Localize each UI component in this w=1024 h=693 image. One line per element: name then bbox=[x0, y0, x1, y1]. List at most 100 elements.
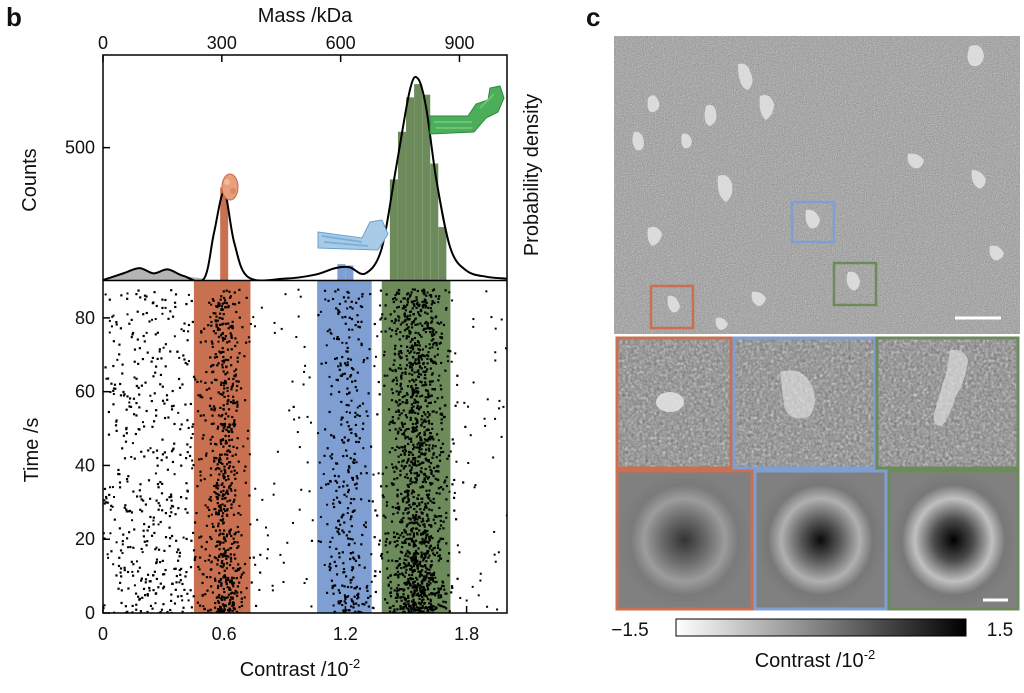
landing-event-dot bbox=[428, 539, 431, 542]
landing-event-dot bbox=[117, 468, 120, 472]
landing-event-dot bbox=[395, 390, 398, 393]
landing-event-dot bbox=[413, 580, 417, 583]
landing-event-dot bbox=[282, 581, 285, 584]
landing-event-dot bbox=[397, 461, 400, 464]
landing-event-dot bbox=[235, 610, 239, 613]
landing-event-dot bbox=[414, 362, 418, 365]
landing-event-dot bbox=[409, 517, 412, 520]
landing-event-dot bbox=[235, 594, 239, 597]
landing-event-dot bbox=[400, 588, 403, 591]
landing-event-dot bbox=[259, 553, 262, 556]
landing-event-dot bbox=[413, 569, 416, 573]
landing-event-dot bbox=[221, 493, 225, 496]
landing-event-dot bbox=[413, 389, 416, 392]
landing-event-dot bbox=[150, 399, 153, 403]
landing-event-dot bbox=[205, 454, 208, 457]
landing-event-dot bbox=[164, 568, 167, 572]
landing-event-dot bbox=[155, 414, 158, 417]
landing-event-dot bbox=[420, 467, 423, 470]
landing-event-dot bbox=[381, 313, 384, 316]
landing-event-dot bbox=[407, 596, 410, 599]
landing-event-dot bbox=[215, 325, 218, 328]
landing-event-dot bbox=[426, 291, 429, 294]
landing-event-dot bbox=[414, 417, 417, 420]
landing-event-dot bbox=[428, 343, 431, 346]
landing-event-dot bbox=[435, 411, 438, 414]
landing-event-dot bbox=[485, 290, 488, 293]
landing-event-dot bbox=[417, 332, 420, 335]
landing-event-dot bbox=[226, 508, 229, 511]
landing-event-dot bbox=[362, 358, 366, 362]
landing-event-dot bbox=[154, 602, 157, 605]
landing-event-dot bbox=[236, 360, 239, 363]
landing-event-dot bbox=[219, 565, 222, 568]
landing-event-dot bbox=[345, 534, 348, 537]
landing-event-dot bbox=[464, 425, 467, 428]
landing-event-dot bbox=[224, 439, 228, 443]
colorbar: −1.5 1.5 Contrast /10-2 bbox=[611, 618, 1013, 672]
landing-event-dot bbox=[404, 309, 407, 312]
probability-density-axis-label: Probability density bbox=[521, 94, 543, 256]
landing-event-dot bbox=[141, 596, 144, 599]
landing-event-dot bbox=[221, 462, 224, 466]
landing-event-dot bbox=[219, 298, 222, 301]
landing-event-dot bbox=[154, 317, 157, 320]
landing-event-dot bbox=[236, 341, 239, 344]
landing-event-dot bbox=[419, 589, 422, 592]
landing-event-dot bbox=[161, 453, 165, 456]
landing-event-dot bbox=[177, 548, 180, 551]
landing-event-dot bbox=[84, 498, 86, 500]
landing-event-dot bbox=[126, 297, 129, 300]
landing-event-dot bbox=[401, 395, 404, 399]
landing-event-dot bbox=[266, 534, 269, 537]
landing-event-dot bbox=[152, 589, 155, 592]
landing-event-dot bbox=[325, 591, 329, 594]
landing-event-dot bbox=[405, 354, 408, 358]
landing-event-dot bbox=[418, 503, 421, 507]
landing-event-dot bbox=[242, 445, 245, 448]
landing-event-dot bbox=[424, 536, 428, 539]
landing-event-dot bbox=[437, 559, 440, 562]
landing-event-dot bbox=[360, 342, 363, 345]
landing-event-dot bbox=[176, 595, 180, 598]
landing-event-dot bbox=[226, 500, 229, 503]
landing-event-dot bbox=[417, 407, 420, 410]
landing-event-dot bbox=[222, 596, 225, 599]
landing-event-dot bbox=[189, 566, 193, 569]
landing-event-dot bbox=[383, 384, 386, 387]
landing-event-dot bbox=[421, 306, 425, 309]
landing-event-dot bbox=[420, 555, 423, 558]
zoomed-dimer bbox=[732, 336, 877, 470]
landing-event-dot bbox=[412, 458, 415, 461]
landing-event-dot bbox=[234, 589, 237, 593]
landing-event-dot bbox=[407, 608, 410, 611]
landing-event-dot bbox=[222, 384, 225, 387]
landing-event-dot bbox=[196, 380, 199, 384]
landing-event-dot bbox=[243, 355, 246, 358]
landing-event-dot bbox=[347, 488, 350, 492]
landing-event-dot bbox=[351, 478, 355, 481]
landing-event-dot bbox=[216, 305, 219, 309]
landing-event-dot bbox=[228, 425, 231, 429]
landing-event-dot bbox=[117, 472, 120, 476]
landing-event-dot bbox=[417, 359, 420, 362]
landing-event-dot bbox=[150, 534, 154, 537]
micrograph-image bbox=[614, 36, 1020, 334]
landing-event-dot bbox=[250, 581, 253, 584]
landing-event-dot bbox=[220, 583, 223, 587]
landing-event-dot bbox=[414, 401, 417, 404]
landing-event-dot bbox=[423, 592, 426, 595]
landing-event-dot bbox=[412, 391, 416, 394]
landing-event-dot bbox=[400, 492, 403, 496]
landing-event-dot bbox=[216, 497, 219, 501]
landing-event-dot bbox=[410, 366, 413, 369]
landing-event-dot bbox=[217, 611, 220, 613]
landing-event-dot bbox=[414, 459, 417, 462]
landing-event-dot bbox=[412, 447, 415, 451]
landing-event-dot bbox=[400, 374, 403, 377]
landing-event-dot bbox=[415, 478, 418, 482]
landing-event-dot bbox=[398, 573, 401, 576]
landing-event-dot bbox=[227, 415, 230, 418]
landing-event-dot bbox=[411, 560, 414, 563]
landing-event-dot bbox=[405, 537, 408, 541]
